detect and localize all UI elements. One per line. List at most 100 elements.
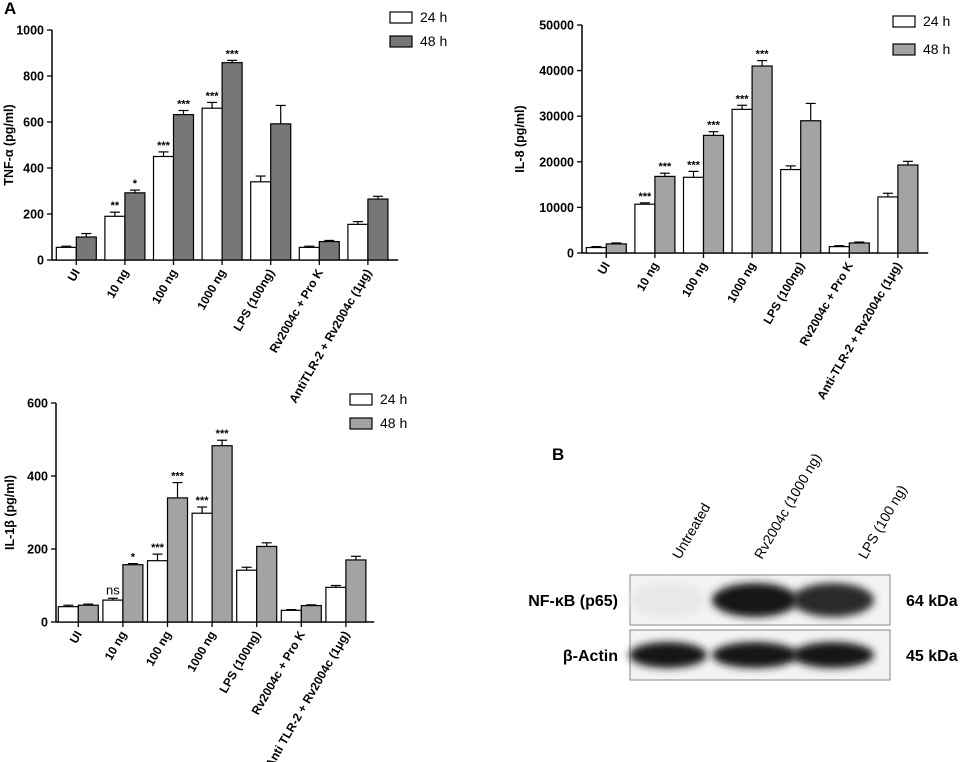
category-label: UI [65,267,83,284]
significance-label: *** [196,495,210,507]
y-tick-label: 10000 [539,201,574,215]
bar-24h [152,155,175,261]
bar-24h [201,107,223,261]
significance-label: *** [171,471,185,483]
bar-48h [897,164,919,254]
y-axis-title: IL-8 (pg/ml) [513,105,527,172]
legend-swatch-48h [389,35,413,48]
category-label: 10 ng [102,629,130,663]
significance-label: *** [206,90,220,102]
y-axis-title: TNF-α (pg/ml) [2,104,16,185]
panel-label-b: B [552,445,564,464]
legend-swatch-24h [349,393,373,406]
significance-label: *** [707,120,721,132]
bar-24h [191,512,213,623]
bar-48h [367,198,389,261]
bar-48h [751,65,773,254]
y-tick-label: 200 [23,208,44,222]
western-blot: Untreated Rv2004c (1000 ng) LPS (100 ng) NF… [528,450,958,681]
significance-label: *** [756,49,770,61]
legend-label: 48 h [420,33,447,49]
bar-24h [634,203,656,254]
bar-24h [250,181,272,261]
bar-24h [55,246,77,261]
lane-label: LPS (100 ng) [855,482,910,561]
bar-48h [345,559,367,623]
bar-48h [77,604,99,623]
bar-24h [146,560,169,623]
y-tick-label: 20000 [539,155,574,169]
bar-24h [877,196,899,254]
legend-swatch-48h [892,43,916,56]
bar-24h [298,246,320,261]
y-tick-label: 600 [27,397,48,411]
bar-48h [211,445,233,623]
category-label: 10 ng [634,260,662,294]
significance-label: *** [658,161,672,173]
il1b-chart: 0 200 400 600 IL-1β (pg/ml) UI 10 ng ns * 100 ng *… [3,391,407,762]
y-tick-label: 0 [37,254,44,268]
blot-band [792,583,874,617]
significance-label: ** [111,200,120,212]
category-label: 1000 ng [184,629,218,675]
category-label: 100 ng [143,629,174,669]
blot-band [629,642,707,668]
y-tick-label: 400 [23,162,44,176]
category-label: Rv2004c + Pro K [797,259,856,348]
bar-48h [270,123,292,261]
bar-48h [124,192,146,261]
bar-24h [57,606,79,623]
y-tick-label: 400 [27,470,48,484]
category-label: UI [595,260,613,277]
y-tick-label: 30000 [539,110,574,124]
category-label: 1000 ng [724,260,758,306]
significance-label: *** [216,428,230,440]
legend-label: 48 h [923,41,950,57]
legend-swatch-48h [349,417,373,430]
bar-24h [828,246,850,254]
blot-band [629,583,707,617]
bar-24h [731,108,753,254]
legend-label: 24 h [380,391,407,407]
category-label: 1000 ng [194,267,228,313]
significance-label: *** [638,191,652,203]
significance-label: *** [736,93,750,105]
legend-label: 24 h [923,13,950,29]
category-label: UI [67,629,85,646]
bar-24h [104,215,126,261]
bar-48h [172,114,195,261]
category-label: Rv2004c + Pro K [267,266,326,355]
significance-label: *** [151,542,165,554]
molecular-weight-label: 45 kDa [906,648,958,665]
legend-label: 24 h [420,9,447,25]
bar-24h [780,168,802,254]
lane-label: Untreated [669,500,714,561]
bar-24h [325,586,347,623]
bar-48h [300,604,322,623]
molecular-weight-label: 64 kDa [906,593,958,610]
lane-label: Rv2004c (1000 ng) [751,450,824,561]
blot-band [712,642,798,668]
bar-48h [75,236,97,261]
significance-label: ns [106,582,120,597]
y-axis-title: IL-1β (pg/ml) [3,475,17,550]
category-label: 100 ng [149,267,180,307]
bar-48h [166,497,189,623]
y-tick-label: 0 [41,616,48,630]
y-tick-label: 600 [23,116,44,130]
bar-48h [605,243,627,254]
category-label: AntiTLR-2 + Rv2004c (1μg) [286,267,374,406]
y-tick-label: 50000 [539,19,574,33]
bar-48h [221,62,243,261]
bar-48h [800,120,822,254]
panel-label-a: A [4,0,16,18]
y-tick-label: 1000 [16,24,44,38]
category-label: 100 ng [679,260,710,300]
bar-48h [256,545,278,623]
blot-row-label: β-Actin [563,648,618,665]
significance-label: *** [226,48,240,60]
category-label: Anti TLR-2 + Rv2004c (1μg) [263,629,353,762]
bar-24h [347,223,369,261]
